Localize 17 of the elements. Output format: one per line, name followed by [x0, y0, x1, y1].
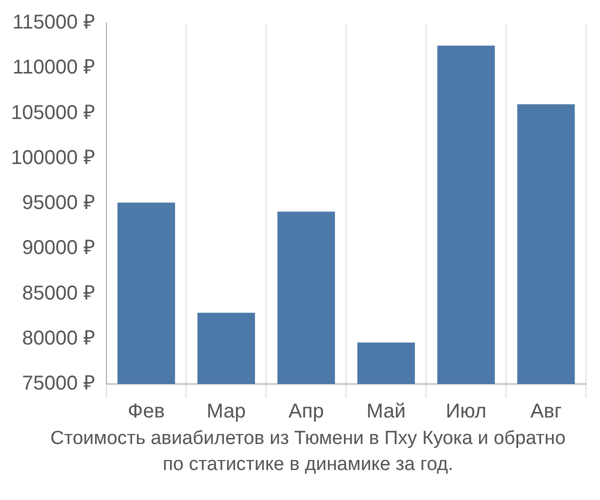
- y-tick-label: 95000 ₽: [22, 192, 96, 214]
- text: Стоимость авиабилетов из Тюмени в Пху Куока и обратно: [49, 427, 567, 451]
- x-tick-label: Мар: [206, 400, 246, 423]
- x-tick-label: Июл: [446, 400, 486, 423]
- x-tick-label: Апр: [288, 400, 324, 423]
- y-tick-label: 75000 ₽: [22, 372, 96, 395]
- y-tick-label: 110000 ₽: [12, 56, 96, 79]
- y-tick-label: 80000 ₽: [22, 327, 96, 350]
- x-tick-label: Фев: [128, 400, 165, 423]
- y-tick-label: 90000 ₽: [22, 237, 96, 260]
- x-tick-label: Авг: [530, 400, 562, 423]
- y-tick-label: 115000 ₽: [12, 12, 96, 34]
- y-tick-label: 100000 ₽: [11, 146, 96, 169]
- y-tick-label: 105000 ₽: [11, 102, 96, 124]
- text: по статистике в динамике за год.: [162, 453, 454, 477]
- y-tick-label: 85000 ₽: [22, 282, 96, 304]
- x-tick-label: Май: [366, 400, 406, 423]
